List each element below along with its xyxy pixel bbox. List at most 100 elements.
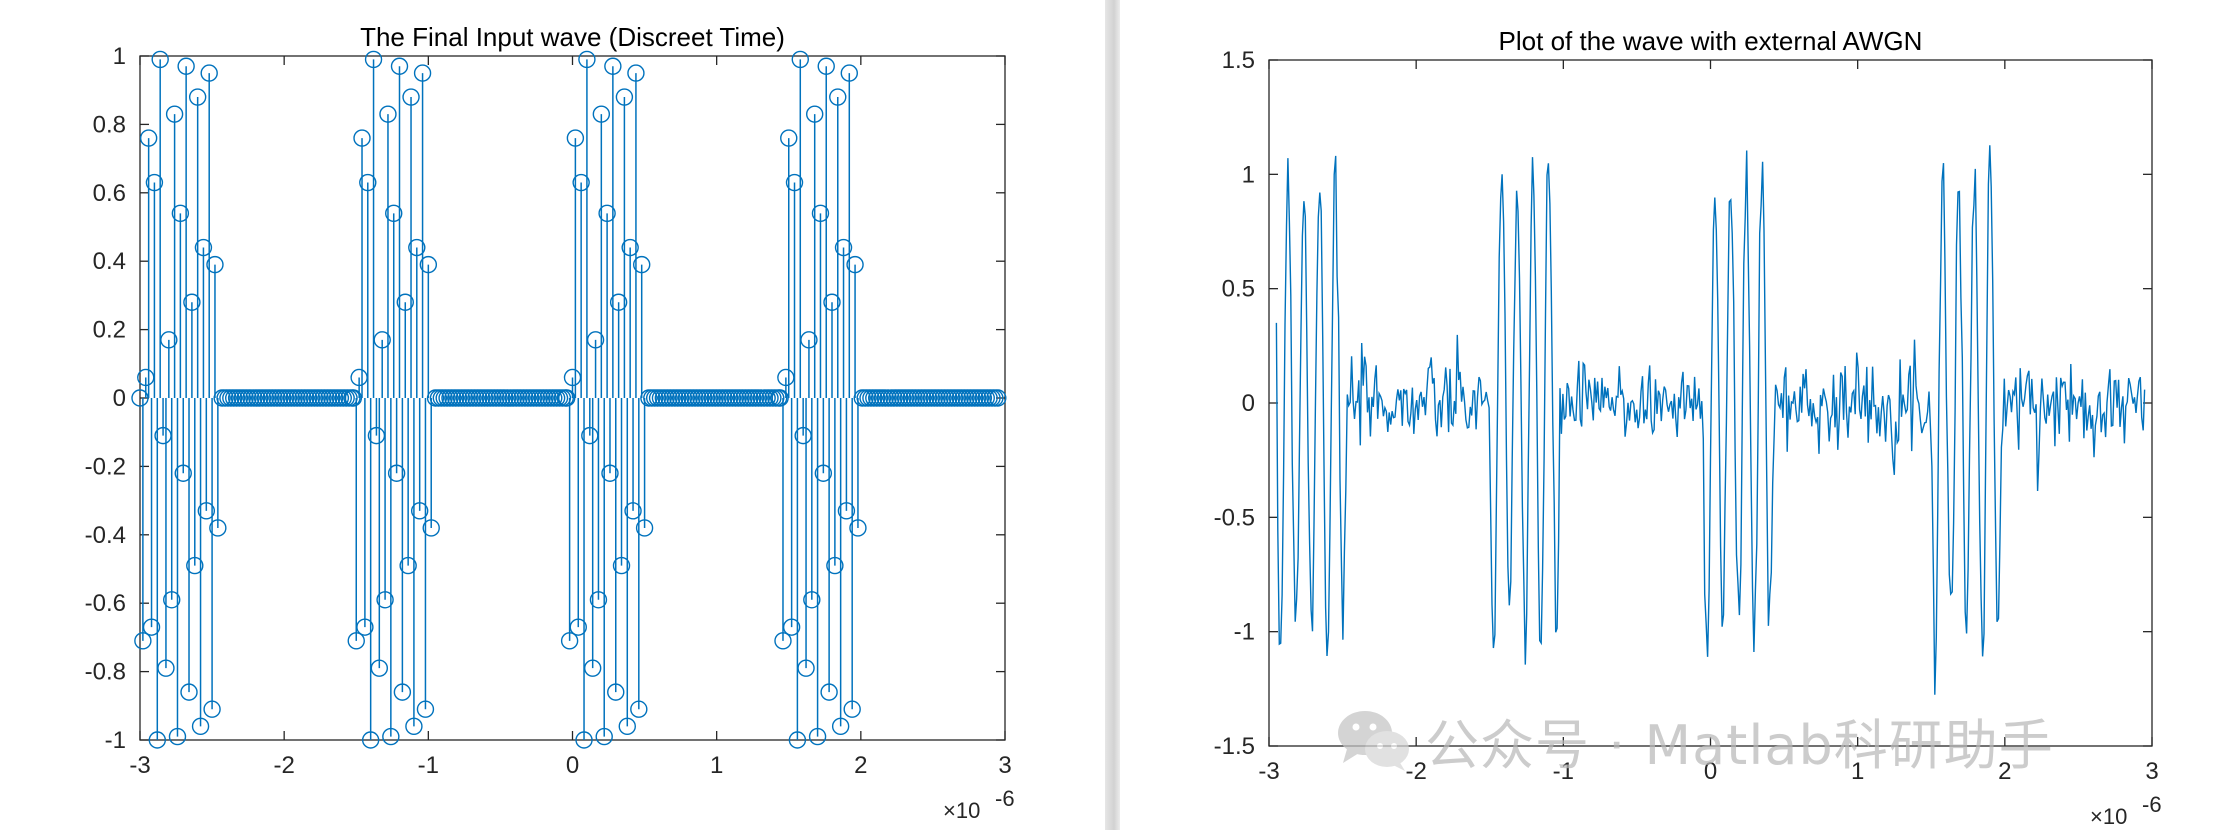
x-tick-label: 1 — [710, 752, 723, 779]
stem-marker — [788, 731, 807, 749]
y-tick-label: 0.2 — [93, 317, 126, 344]
stem-marker — [831, 717, 850, 736]
stem-marker — [826, 556, 844, 575]
stem-marker — [989, 389, 1007, 407]
stem-marker — [843, 700, 861, 718]
y-tick-label: 1 — [1242, 161, 1255, 188]
stem-marker — [820, 683, 838, 701]
stem-marker — [595, 727, 613, 746]
stem-marker — [586, 331, 605, 349]
stem-marker — [823, 293, 841, 311]
stem-marker — [791, 50, 809, 69]
stem-marker — [134, 632, 152, 650]
stem-marker — [834, 238, 853, 257]
stem-marker — [633, 255, 651, 274]
stem-marker — [849, 519, 867, 537]
stem-marker — [774, 632, 792, 650]
stem-marker — [356, 618, 374, 636]
x-exponent-power: -6 — [995, 786, 1015, 811]
x-exponent-power: -6 — [2142, 792, 2162, 817]
stem-marker — [624, 502, 642, 520]
stem-marker — [209, 519, 227, 537]
stem-marker — [180, 683, 198, 701]
stem-marker — [186, 556, 204, 575]
stem-marker — [572, 173, 590, 192]
x-tick-label: 3 — [998, 752, 1011, 779]
stem-marker — [811, 204, 830, 223]
stem-marker — [422, 519, 440, 537]
y-tick-label: -1 — [105, 727, 126, 754]
stem-marker — [560, 632, 579, 650]
y-tick-label: 1.5 — [1222, 47, 1255, 74]
awgn-series-line — [1275, 145, 2146, 695]
x-tick-label: 0 — [566, 752, 579, 779]
stem-marker — [151, 50, 169, 69]
stem-marker — [405, 717, 423, 736]
y-tick-label: -0.4 — [85, 522, 126, 549]
x-exponent-label: ×10 — [2090, 804, 2127, 829]
stem-marker — [598, 204, 616, 223]
stem-marker — [168, 727, 187, 746]
stem-marker — [364, 50, 383, 69]
x-tick-label: 1 — [1851, 758, 1864, 785]
stem-marker — [194, 238, 213, 257]
stem-marker — [145, 173, 164, 192]
x-tick-label: -2 — [1405, 758, 1426, 785]
stem-series — [131, 50, 1007, 749]
stem-chart: The Final Input wave (Discreet Time) -3 -2… — [85, 22, 1015, 823]
stem-marker — [814, 464, 833, 482]
stem-marker — [177, 57, 195, 75]
stem-marker — [604, 57, 622, 75]
stem-marker — [382, 727, 400, 746]
x-tick-label: -1 — [418, 752, 439, 779]
stem-marker — [171, 204, 190, 223]
stem-marker — [806, 105, 824, 123]
stem-marker — [376, 591, 394, 609]
stem-marker — [578, 50, 596, 69]
stem-marker — [609, 293, 628, 311]
stem-marker — [800, 331, 818, 349]
stem-marker — [607, 683, 625, 701]
stem-marker — [840, 64, 858, 82]
y-tick-label: -0.5 — [1214, 504, 1255, 531]
stem-marker — [583, 659, 602, 677]
x-tick-label: -3 — [1258, 758, 1279, 785]
stem-marker — [370, 659, 389, 677]
y-tick-label: 0.5 — [1222, 276, 1255, 303]
stem-marker — [569, 618, 587, 636]
stem-marker — [160, 331, 178, 349]
y-tick-label: -0.8 — [85, 659, 126, 686]
stem-marker — [183, 293, 201, 311]
stem-marker — [396, 293, 414, 311]
figure-left: The Final Input wave (Discreet Time) -3 -2… — [0, 0, 1105, 830]
x-tick-label: 3 — [2145, 758, 2158, 785]
stem-marker — [612, 556, 631, 575]
wechat-icon — [1338, 711, 1409, 771]
stem-marker — [142, 618, 161, 636]
stem-marker — [191, 717, 210, 736]
stem-marker — [373, 331, 391, 349]
stem-marker — [803, 591, 821, 609]
x-tick-label: -3 — [129, 752, 150, 779]
stem-marker — [174, 464, 192, 482]
stem-marker — [148, 731, 167, 749]
stem-marker — [347, 632, 365, 650]
stem-marker — [769, 389, 788, 407]
y-tick-label: 0 — [1242, 390, 1255, 417]
stem-marker — [200, 64, 218, 82]
y-tick-label: 0.8 — [93, 111, 126, 138]
stem-marker — [399, 556, 417, 575]
stem-marker — [390, 57, 409, 75]
x-tick-label: -1 — [1553, 758, 1574, 785]
stem-marker — [846, 255, 864, 274]
y-tick-label: -0.6 — [85, 590, 126, 617]
stem-marker — [206, 255, 224, 274]
stem-marker — [618, 717, 636, 736]
stem-marker — [556, 389, 574, 407]
window-divider[interactable] — [1105, 0, 1120, 830]
stem-marker — [782, 618, 801, 636]
stem-marker — [343, 389, 361, 407]
stem-marker — [589, 591, 608, 609]
stem-marker — [157, 659, 175, 677]
stem-marker — [359, 173, 377, 192]
